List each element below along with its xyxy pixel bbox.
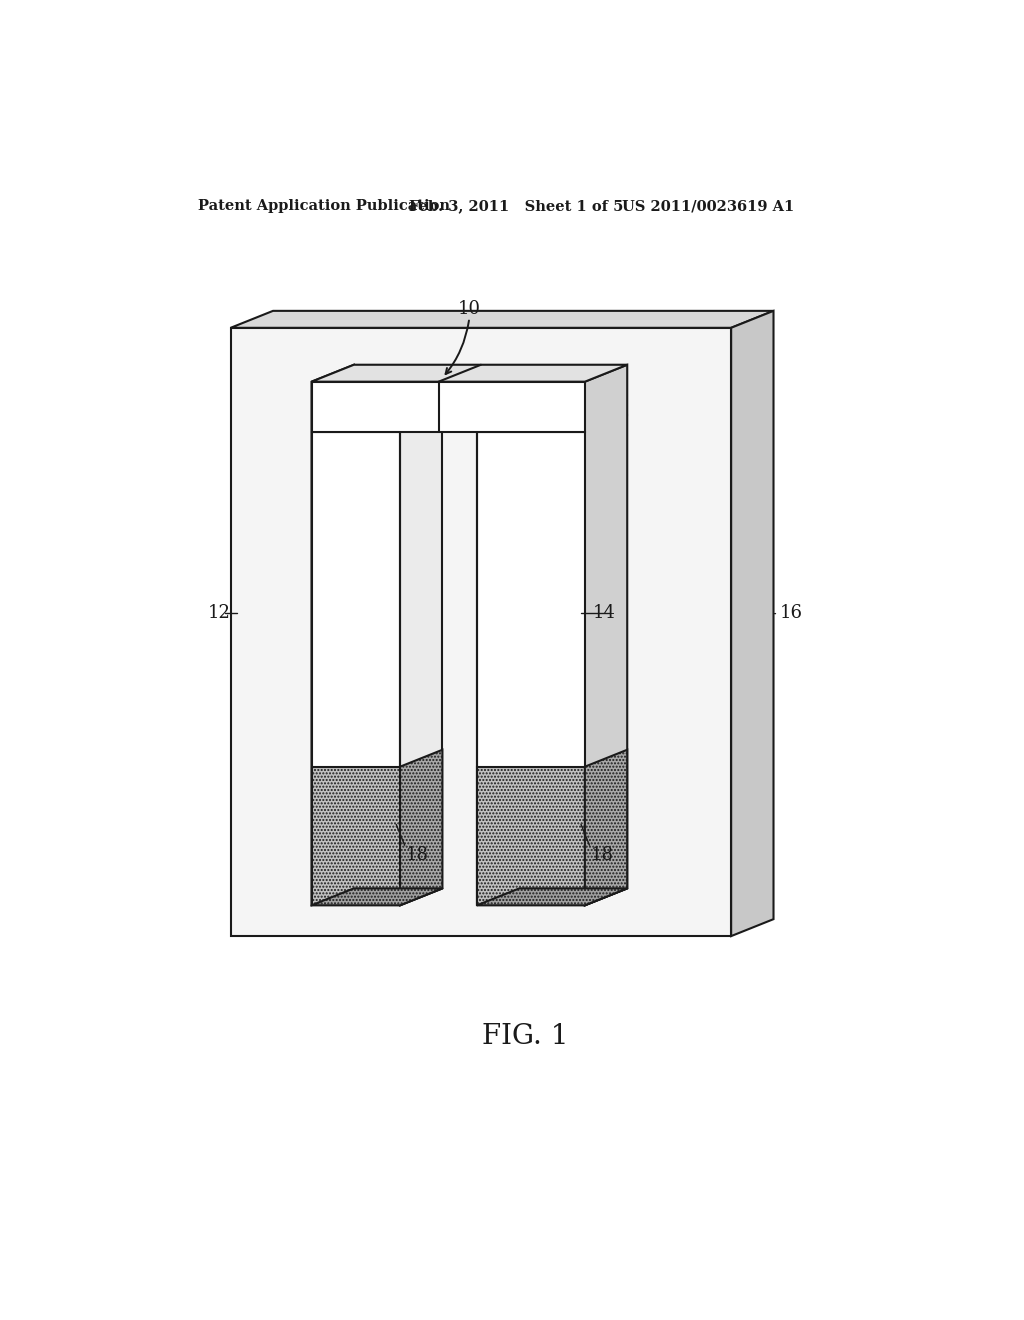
Polygon shape [230, 327, 731, 936]
Polygon shape [311, 364, 628, 381]
Polygon shape [477, 432, 585, 906]
Polygon shape [585, 750, 628, 906]
Polygon shape [311, 432, 400, 906]
Text: 10: 10 [458, 300, 481, 318]
Text: 18: 18 [407, 846, 429, 865]
Text: FIG. 1: FIG. 1 [481, 1023, 568, 1049]
Polygon shape [311, 381, 585, 432]
Polygon shape [400, 750, 442, 906]
Text: 14: 14 [593, 603, 615, 622]
Text: 16: 16 [779, 603, 803, 622]
Text: 18: 18 [591, 846, 614, 865]
Text: Feb. 3, 2011   Sheet 1 of 5: Feb. 3, 2011 Sheet 1 of 5 [410, 199, 624, 213]
Polygon shape [354, 414, 442, 888]
Text: US 2011/0023619 A1: US 2011/0023619 A1 [622, 199, 794, 213]
Text: 12: 12 [208, 603, 230, 622]
Polygon shape [477, 888, 628, 906]
Polygon shape [311, 364, 354, 906]
Polygon shape [477, 767, 585, 906]
Polygon shape [731, 312, 773, 936]
Polygon shape [354, 364, 628, 414]
Polygon shape [585, 364, 628, 906]
Polygon shape [519, 414, 628, 888]
Polygon shape [311, 888, 442, 906]
Text: Patent Application Publication: Patent Application Publication [199, 199, 451, 213]
Polygon shape [311, 767, 400, 906]
Polygon shape [230, 312, 773, 327]
